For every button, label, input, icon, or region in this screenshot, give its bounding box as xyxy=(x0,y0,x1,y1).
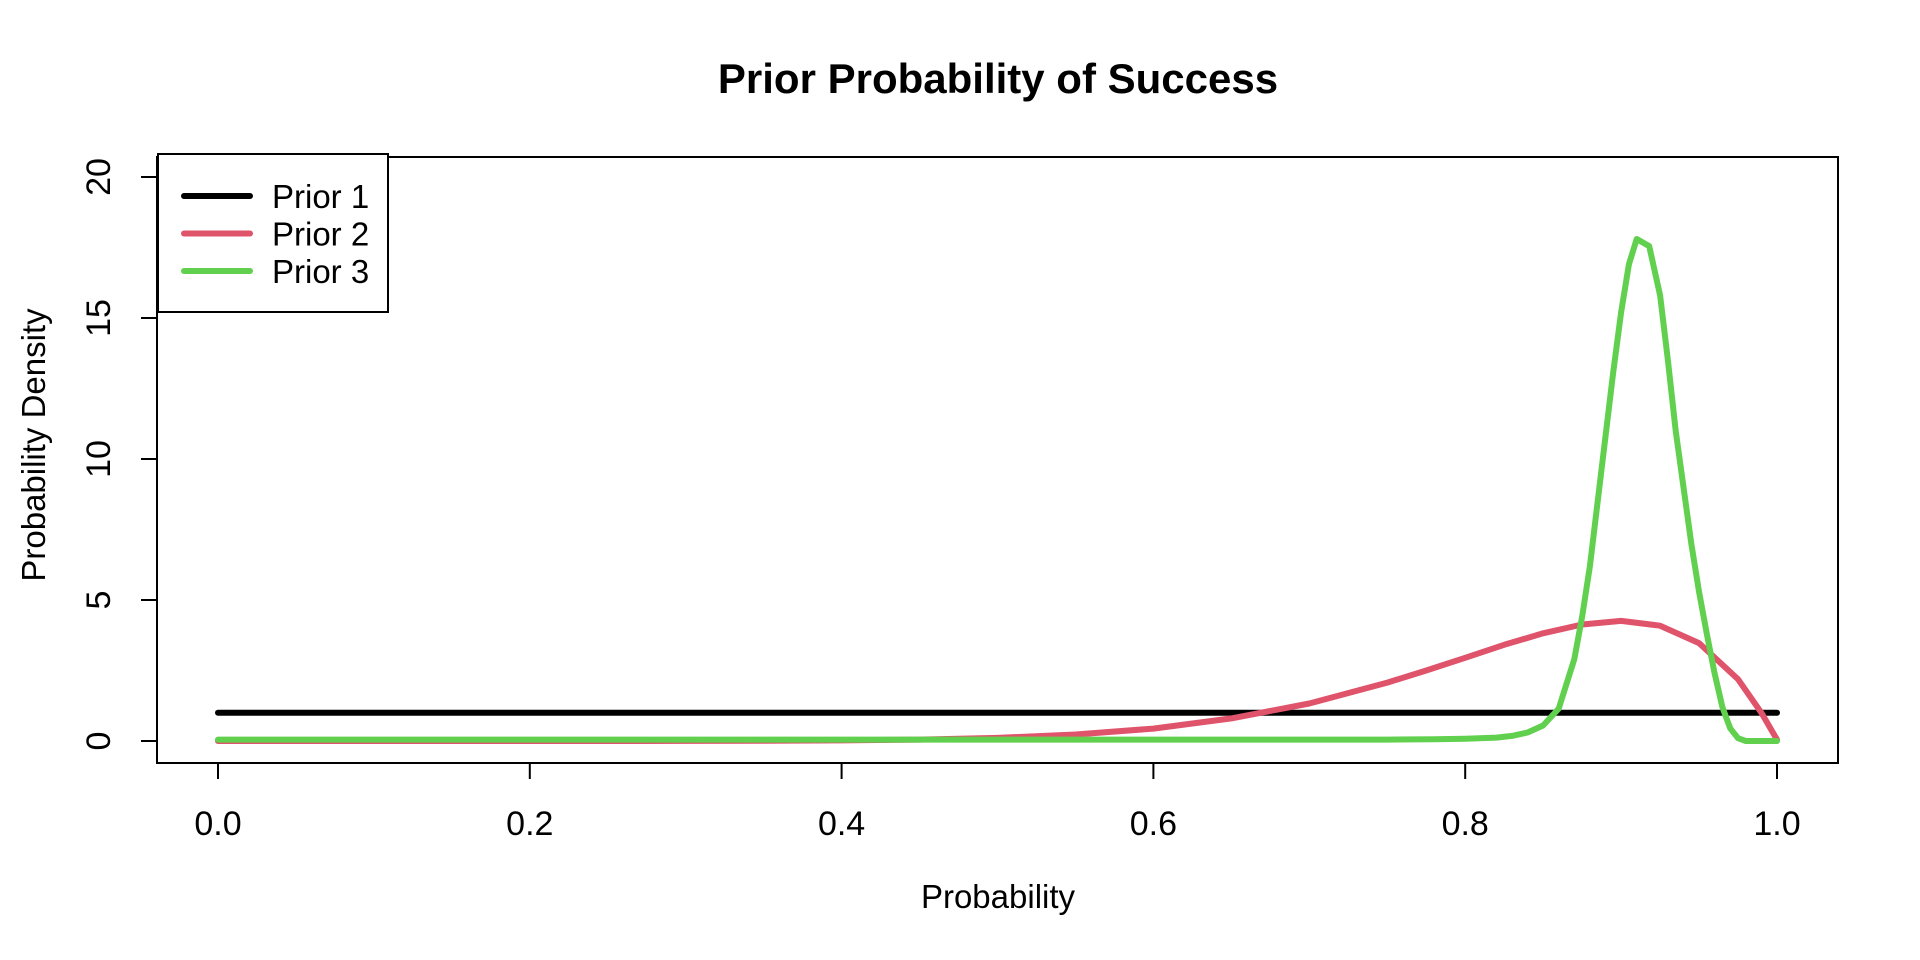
y-tick-label-10: 10 xyxy=(80,440,118,478)
series-line-prior-3 xyxy=(215,236,1780,744)
x-tick-label-0.8: 0.8 xyxy=(1442,805,1489,843)
y-tick-label-15: 15 xyxy=(80,299,118,337)
y-axis-label: Probability Density xyxy=(15,308,52,582)
x-tick-label-0.2: 0.2 xyxy=(506,805,553,843)
x-tick-label-0.0: 0.0 xyxy=(194,805,241,843)
x-tick-label-1.0: 1.0 xyxy=(1753,805,1800,843)
y-tick-label-5: 5 xyxy=(80,591,118,610)
axes: 0.0 0.2 0.4 0.6 0.8 1.0 0 5 10 15 20 xyxy=(80,156,1839,843)
y-tick-label-20: 20 xyxy=(80,158,118,196)
x-axis-label: Probability xyxy=(921,878,1076,915)
plot-border xyxy=(156,156,1839,764)
legend-label-prior-1: Prior 1 xyxy=(272,178,369,215)
chart-title: Prior Probability of Success xyxy=(718,55,1278,102)
x-tick-label-0.4: 0.4 xyxy=(818,805,865,843)
y-tick-label-0: 0 xyxy=(80,732,118,751)
series-lines xyxy=(215,236,1780,744)
legend-label-prior-3: Prior 3 xyxy=(272,253,369,290)
x-tick-label-0.6: 0.6 xyxy=(1130,805,1177,843)
legend-label-prior-2: Prior 2 xyxy=(272,216,369,253)
